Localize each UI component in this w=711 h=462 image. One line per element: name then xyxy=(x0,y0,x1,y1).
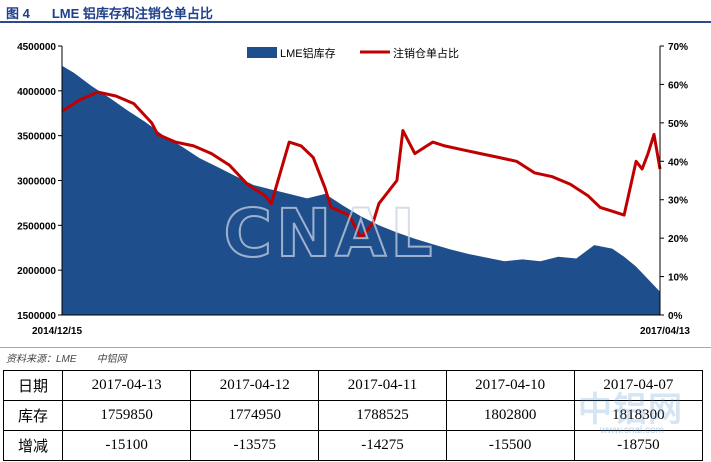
table-cell: 2017-04-12 xyxy=(190,370,320,401)
right-tick-label: 70% xyxy=(668,42,688,53)
table-cell: -13575 xyxy=(190,430,320,461)
left-tick-label: 4500000 xyxy=(17,42,56,53)
table-cell: 2017-04-07 xyxy=(573,370,704,401)
source-divider xyxy=(0,347,711,348)
source-label: 资料来源：LME xyxy=(6,354,77,365)
figure-title: 图 4 LME 铝库存和注销仓单占比 xyxy=(6,3,213,22)
left-tick-label: 4000000 xyxy=(17,87,56,98)
left-tick-label: 2000000 xyxy=(17,266,56,277)
table-cell: -15100 xyxy=(61,430,192,461)
table-cell: 1802800 xyxy=(445,400,575,431)
table-cell: -15500 xyxy=(445,430,575,461)
right-tick-label: 60% xyxy=(668,80,688,91)
chart-title: LME 铝库存和注销仓单占比 xyxy=(51,6,213,21)
legend-area-swatch xyxy=(247,47,277,58)
table-cell: 2017-04-13 xyxy=(61,370,192,401)
inventory-table: 日期 2017-04-13 2017-04-12 2017-04-11 2017-04-… xyxy=(3,370,704,461)
table-cell: 2017-04-10 xyxy=(445,370,575,401)
right-tick-label: 40% xyxy=(668,157,688,168)
table-cell: 2017-04-11 xyxy=(318,370,447,401)
right-tick-label: 50% xyxy=(668,119,688,130)
right-tick-label: 20% xyxy=(668,234,688,245)
row-header: 日期 xyxy=(3,370,63,401)
source-org: 中铝网 xyxy=(96,354,127,365)
x-start-label: 2014/12/15 xyxy=(32,326,82,337)
table-cell: -14275 xyxy=(318,430,447,461)
cancelled-warrant-line xyxy=(61,90,662,240)
table-cell: 1818300 xyxy=(573,400,704,431)
legend-area-label: LME铝库存 xyxy=(280,46,336,60)
table-cell: 1759850 xyxy=(61,400,192,431)
chart-canvas: 1500000 2000000 2500000 3000000 3500000 40000… xyxy=(17,42,690,337)
table-cell: 1788525 xyxy=(318,400,447,431)
chart-watermark: CNAL xyxy=(224,195,437,272)
row-header: 库存 xyxy=(3,400,63,431)
inventory-area xyxy=(62,65,660,315)
figure-label: 图 4 xyxy=(6,6,30,21)
table-row: 增减 -15100 -13575 -14275 -15500 -18750 xyxy=(3,430,704,461)
right-tick-label: 30% xyxy=(668,196,688,207)
title-divider xyxy=(0,21,711,23)
right-tick-label: 10% xyxy=(668,273,688,284)
legend-line-label: 注销仓单占比 xyxy=(393,46,459,60)
right-tick-label: 0% xyxy=(668,311,683,322)
table-cell: 1774950 xyxy=(190,400,320,431)
left-tick-label: 3500000 xyxy=(17,132,56,143)
left-tick-label: 3000000 xyxy=(17,177,56,188)
source-note: 资料来源：LME 中铝网 xyxy=(6,350,127,365)
table-cell: -18750 xyxy=(573,430,704,461)
left-tick-label: 1500000 xyxy=(17,311,56,322)
table-row: 日期 2017-04-13 2017-04-12 2017-04-11 2017-04-… xyxy=(3,370,704,401)
left-tick-label: 2500000 xyxy=(17,221,56,232)
row-header: 增减 xyxy=(3,430,63,461)
table-row: 库存 1759850 1774950 1788525 1802800 1818300 xyxy=(3,400,704,431)
x-end-label: 2017/04/13 xyxy=(640,326,690,337)
